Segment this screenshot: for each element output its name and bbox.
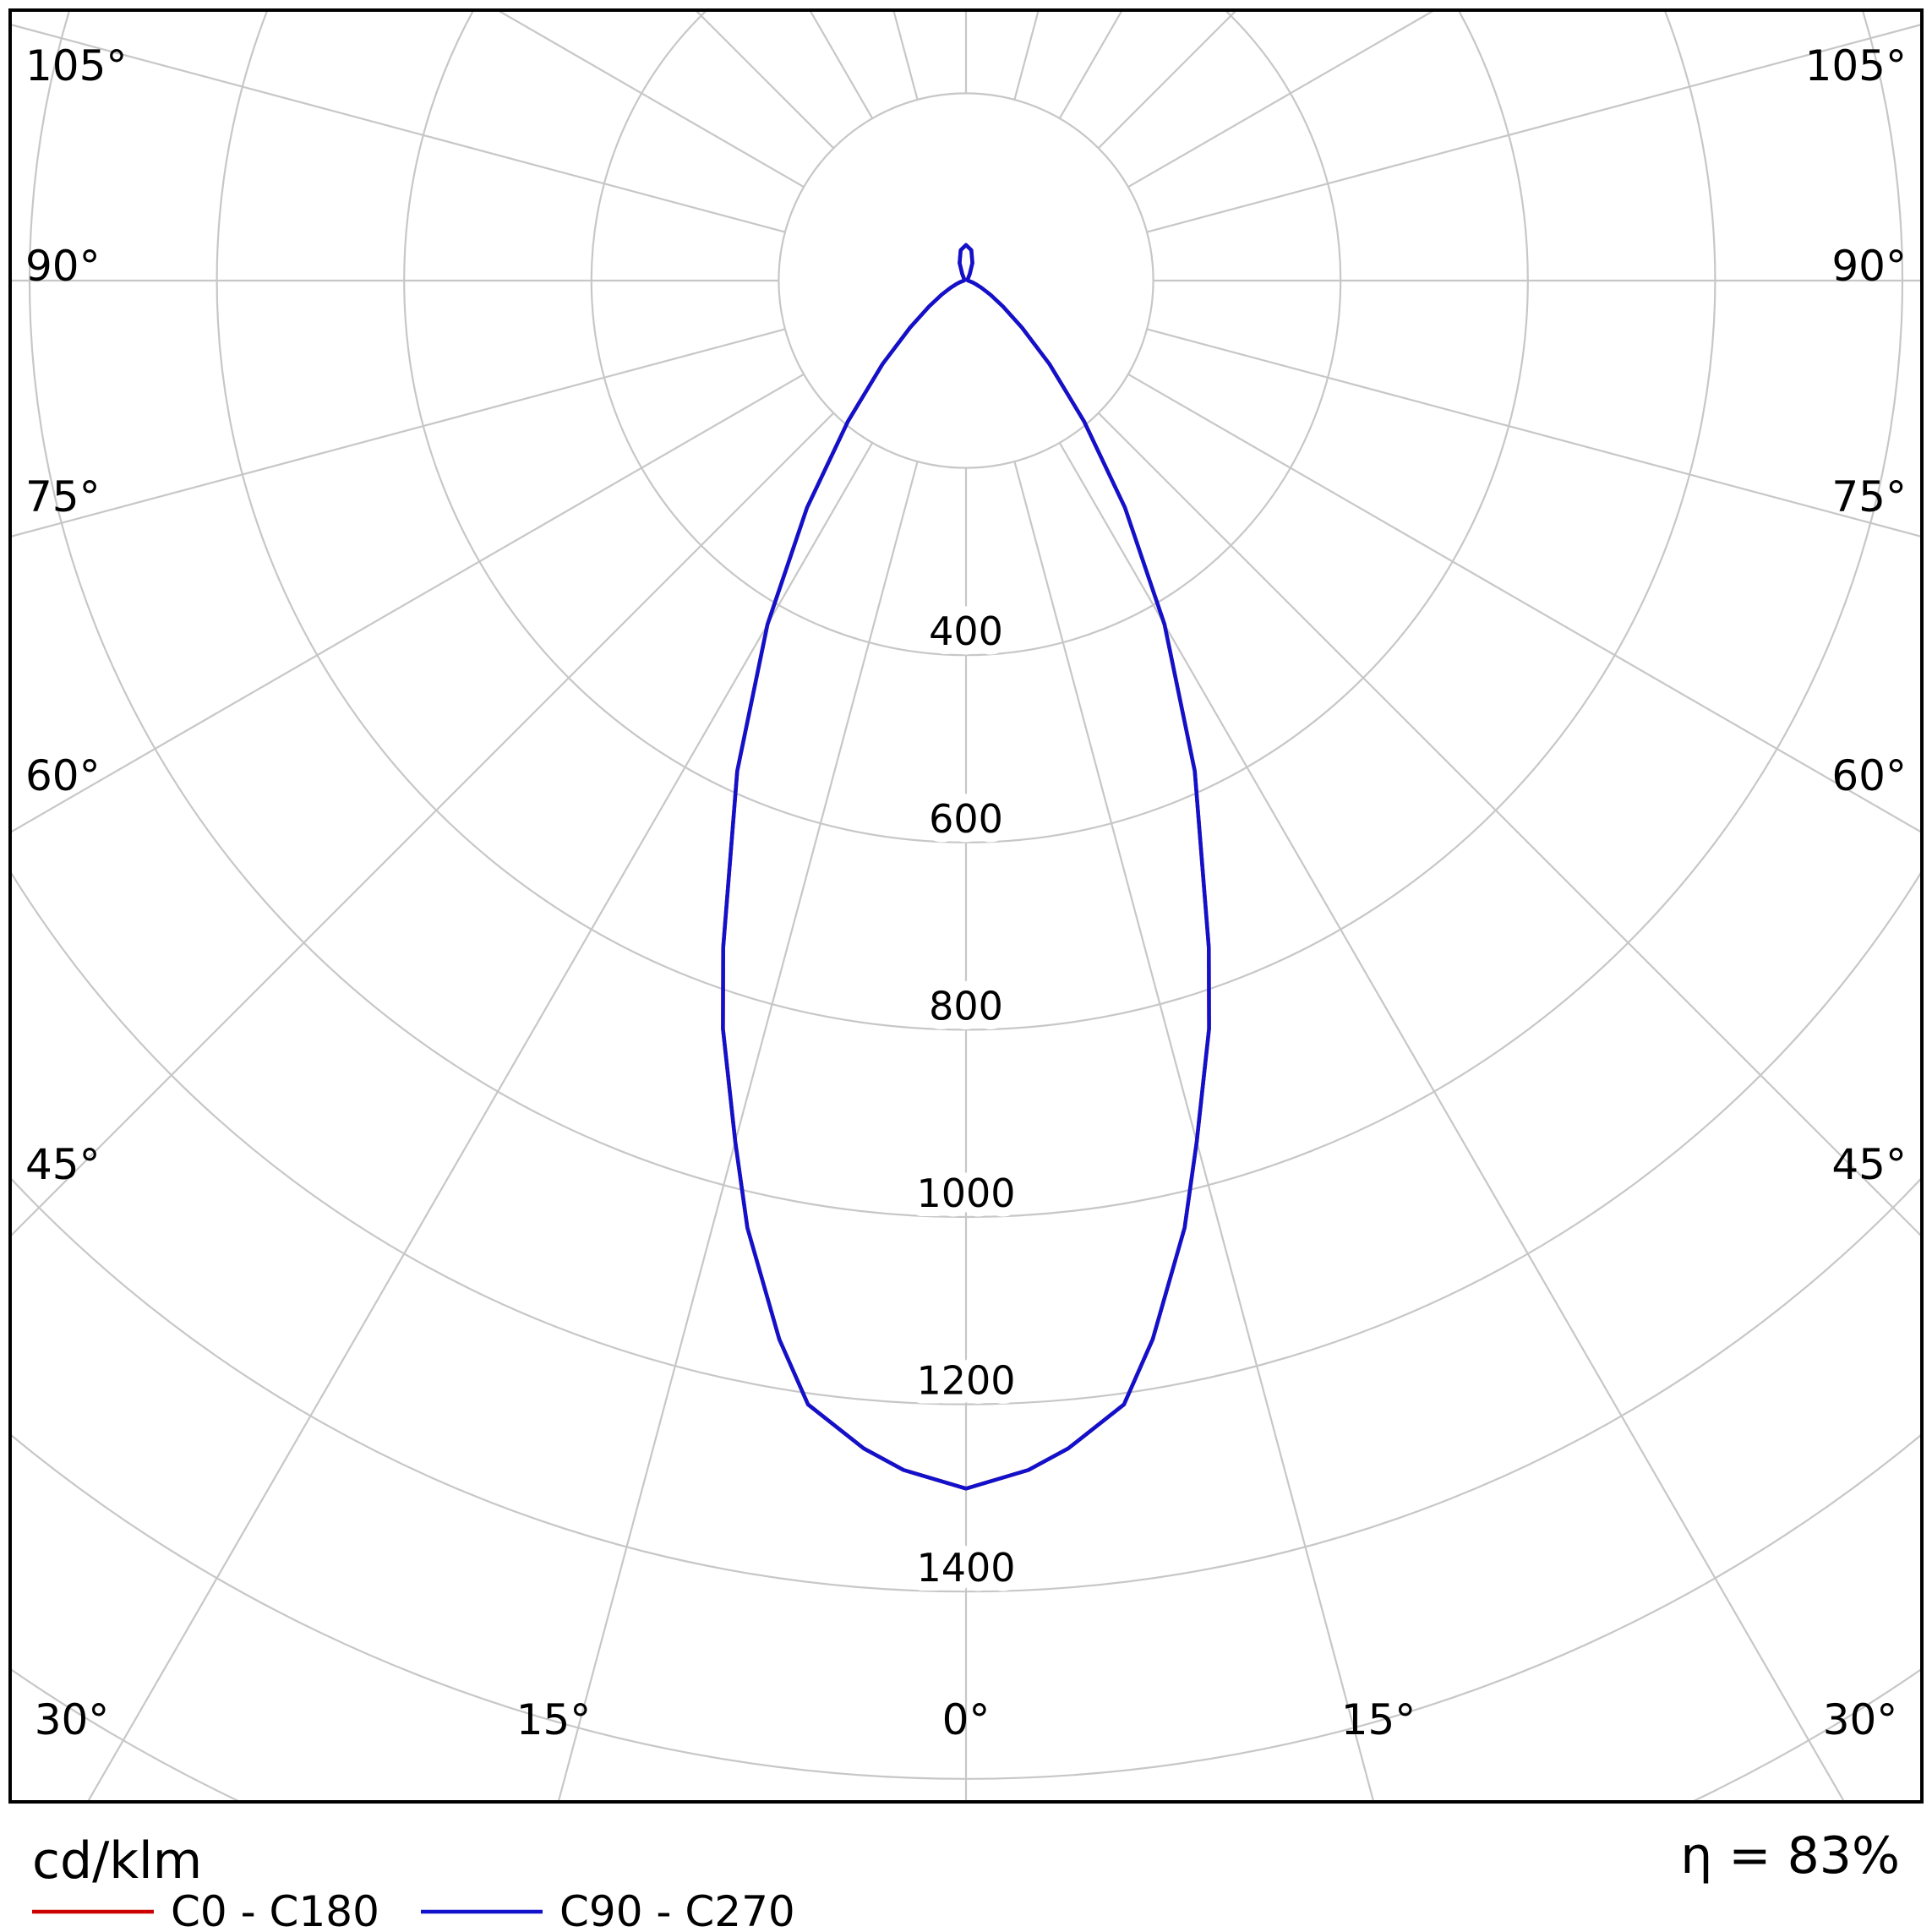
angle-label-left-105°: 105° [25,41,127,90]
angle-label-bottom-3-15°: 15° [1341,1695,1416,1744]
grid-spoke-315 [10,412,835,1238]
angle-label-bottom-2-0°: 0° [942,1695,991,1744]
ring-label-800: 800 [929,983,1003,1029]
grid-spoke-15 [1013,461,1375,1802]
grid-spoke-150 [1058,10,1124,119]
curve-C90-C270 [721,243,1211,1491]
angle-label-right-105°: 105° [1805,41,1907,90]
angle-labels: 105° 90° 75° 60° 45° 105° 90° 75° 60° 45° 30° 15° 0°… [25,41,1907,1744]
ring-value-labels: 400 600 800 1000 1200 1400 [907,599,1024,1600]
grid-spoke-345 [557,461,919,1802]
ring-label-600: 600 [929,796,1003,842]
angle-label-left-90°: 90° [25,242,101,291]
grid-spoke-255 [10,23,786,233]
legend-label-c0-c180: C0 - C180 [171,1887,379,1932]
grid-spoke-120 [1127,10,1437,188]
grid-spoke-45 [1097,412,1922,1238]
angle-label-bottom-4-30°: 30° [1823,1695,1898,1744]
grid-spoke-60 [1127,373,1922,834]
ring-label-1400: 1400 [916,1545,1015,1591]
intensity-curves [721,243,1211,1491]
grid-spoke-210 [808,10,874,119]
grid-spoke-75 [1146,328,1922,538]
legend-label-c90-c270: C90 - C270 [559,1887,795,1932]
ring-label-1000: 1000 [916,1171,1015,1216]
grid-spoke-285 [10,328,786,538]
units-label: cd/klm [32,1831,202,1891]
angle-label-right-45°: 45° [1831,1140,1907,1189]
angle-label-right-60°: 60° [1831,751,1907,800]
grid-spoke-300 [10,373,805,834]
grid-spoke-105 [1146,23,1922,233]
ring-label-1200: 1200 [916,1358,1015,1404]
grid-spoke-195 [892,10,919,101]
grid-spoke-240 [495,10,805,188]
angle-label-right-75°: 75° [1831,472,1907,521]
grid-spoke-30 [1058,442,1846,1802]
angle-label-left-60°: 60° [25,751,101,800]
angle-label-left-45°: 45° [25,1140,101,1189]
angle-label-right-90°: 90° [1831,242,1907,291]
plot-frame [8,8,1924,1804]
angle-label-bottom-0-30°: 30° [35,1695,110,1744]
efficiency-label: η = 83% [1680,1826,1900,1886]
angle-label-bottom-1-15°: 15° [516,1695,592,1744]
angle-label-left-75°: 75° [25,472,101,521]
grid-spoke-165 [1013,10,1040,101]
legend: C0 - C180 C90 - C270 [32,1887,795,1932]
ring-label-400: 400 [929,609,1003,654]
grid-spoke-330 [86,442,874,1802]
